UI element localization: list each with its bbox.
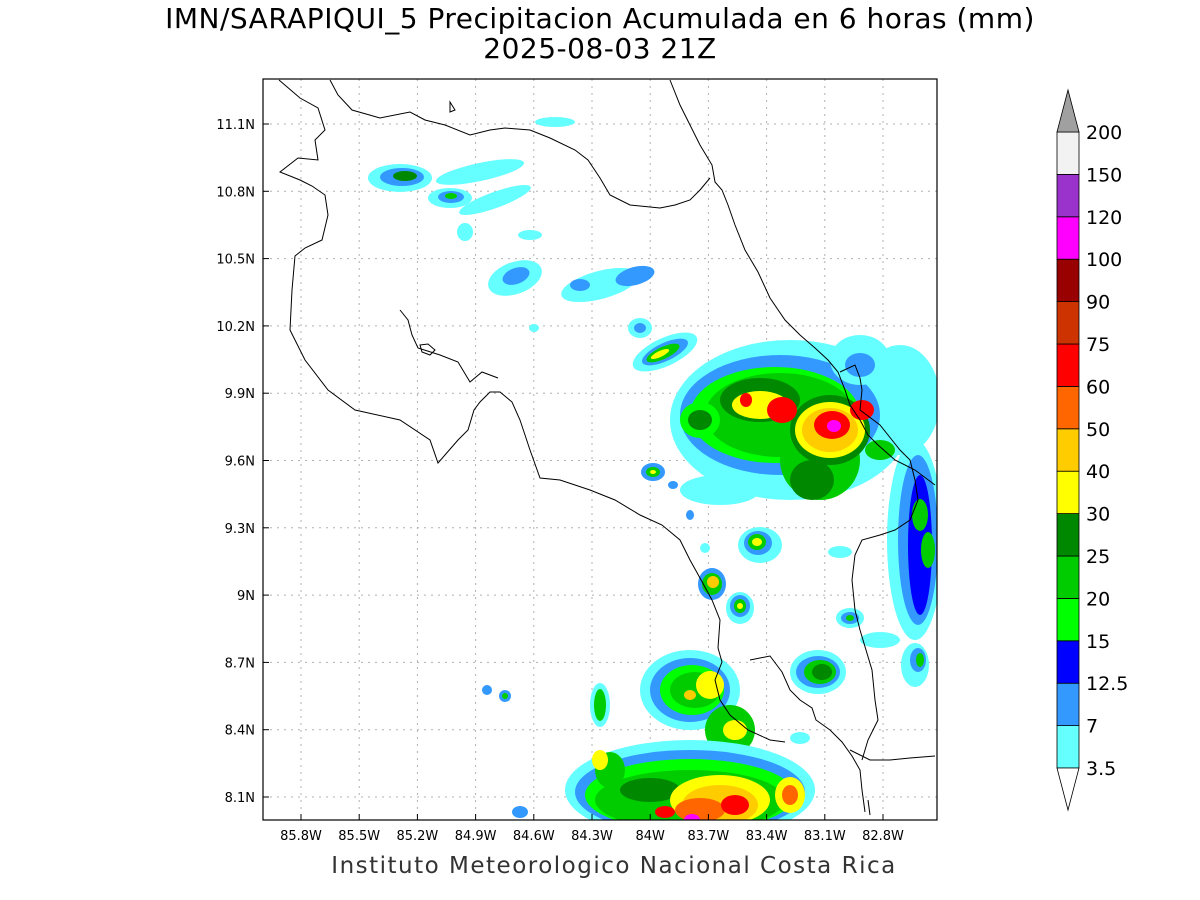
lat-tick-label: 9N bbox=[237, 589, 255, 604]
lat-tick-label: 10.5N bbox=[216, 253, 255, 268]
lon-tick-label: 85.5W bbox=[338, 829, 380, 844]
colorbar-label: 30 bbox=[1086, 504, 1110, 526]
lat-tick-label: 10.2N bbox=[216, 320, 255, 335]
colorbar-label: 50 bbox=[1086, 419, 1110, 441]
colorbar: 3.5 7 12.5 15 20 25 30 40 50 60 75 90 100 120 150 200 bbox=[1056, 88, 1128, 812]
lon-tick-label: 84W bbox=[635, 829, 665, 844]
colorbar-label: 15 bbox=[1086, 631, 1110, 653]
lat-tick-label: 8.1N bbox=[225, 791, 255, 806]
colorbar-label: 120 bbox=[1086, 207, 1122, 229]
golfo-dulce-coast bbox=[749, 655, 866, 813]
colorbar-segment bbox=[1056, 385, 1080, 430]
colorbar-segment bbox=[1056, 428, 1080, 472]
plot-frame bbox=[262, 78, 938, 821]
colorbar-label: 200 bbox=[1086, 122, 1122, 144]
rain-cell-east bbox=[828, 440, 937, 687]
colorbar-segment bbox=[1056, 258, 1080, 303]
nicoya-gulf-coast bbox=[399, 309, 499, 383]
lon-tick-label: 85.2W bbox=[396, 829, 438, 844]
lat-tick-label: 11.1N bbox=[216, 118, 255, 133]
colorbar-under-arrow bbox=[1056, 767, 1080, 812]
colorbar-label: 150 bbox=[1086, 164, 1122, 186]
lon-tick-label: 82.8W bbox=[862, 829, 904, 844]
colorbar-segment bbox=[1056, 725, 1080, 769]
osa-coast bbox=[714, 647, 786, 743]
colorbar-label: 7 bbox=[1086, 716, 1098, 738]
chiriqui-coast bbox=[849, 749, 936, 761]
lat-tick-label: 8.7N bbox=[225, 656, 255, 671]
panama-border-south bbox=[859, 629, 879, 761]
gulf-island bbox=[419, 343, 436, 356]
colorbar-segment bbox=[1056, 513, 1080, 557]
colorbar-label: 60 bbox=[1086, 376, 1110, 398]
latitude-ticks: 11.1N 10.8N 10.5N 10.2N 9.9N 9.6N 9.3N 9N 8.7N 8.… bbox=[216, 118, 269, 806]
caribbean-coastline bbox=[669, 79, 936, 486]
colorbar-segment bbox=[1056, 682, 1080, 727]
colorbar-label: 20 bbox=[1086, 588, 1110, 610]
burica-coast bbox=[867, 799, 871, 816]
colorbar-segment bbox=[1056, 131, 1080, 175]
rain-cell-south bbox=[565, 650, 815, 820]
coastlines-borders bbox=[278, 79, 936, 816]
colorbar-label: 3.5 bbox=[1086, 758, 1116, 780]
rain-cell-northwest bbox=[368, 117, 698, 372]
lat-tick-label: 9.6N bbox=[225, 455, 255, 470]
lon-tick-label: 85.8W bbox=[280, 829, 322, 844]
map-datetime: 2025-08-03 21Z bbox=[483, 32, 717, 65]
rain-cell-caribbean bbox=[670, 335, 937, 505]
colorbar-label: 90 bbox=[1086, 292, 1110, 314]
colorbar-over-arrow bbox=[1056, 88, 1080, 133]
map-title: IMN/SARAPIQUI_5 Precipitacion Acumulada … bbox=[165, 2, 1035, 35]
lon-tick-label: 84.3W bbox=[571, 829, 613, 844]
lat-tick-label: 10.8N bbox=[216, 185, 255, 200]
nicaragua-border bbox=[329, 79, 711, 209]
lat-tick-label: 8.4N bbox=[225, 724, 255, 739]
colorbar-label: 25 bbox=[1086, 546, 1110, 568]
colorbar-segment bbox=[1056, 216, 1080, 260]
lon-tick-label: 84.9W bbox=[455, 829, 497, 844]
lat-tick-label: 9.3N bbox=[225, 522, 255, 537]
colorbar-label: 75 bbox=[1086, 334, 1110, 356]
colorbar-segment bbox=[1056, 640, 1080, 684]
pacific-coastline bbox=[278, 79, 721, 649]
lon-tick-label: 83.1W bbox=[804, 829, 846, 844]
lake-island bbox=[449, 100, 456, 113]
rain-cell-central bbox=[482, 463, 846, 818]
lon-tick-label: 83.4W bbox=[746, 829, 788, 844]
map-footer: Instituto Meteorologico Nacional Costa R… bbox=[331, 853, 897, 879]
colorbar-segment bbox=[1056, 301, 1080, 345]
colorbar-label: 12.5 bbox=[1086, 673, 1128, 695]
colorbar-segment bbox=[1056, 555, 1080, 599]
colorbar-label: 40 bbox=[1086, 461, 1110, 483]
colorbar-segment bbox=[1056, 343, 1080, 387]
lat-tick-label: 9.9N bbox=[225, 387, 255, 402]
longitude-ticks: 85.8W 85.5W 85.2W 84.9W 84.6W 84.3W 84W 83.7W 83… bbox=[280, 814, 904, 844]
lon-tick-label: 83.7W bbox=[687, 829, 729, 844]
colorbar-segment bbox=[1056, 470, 1080, 515]
colorbar-segment bbox=[1056, 598, 1080, 642]
colorbar-label: 100 bbox=[1086, 249, 1122, 271]
precipitation-field bbox=[368, 117, 937, 820]
panama-border-east bbox=[839, 364, 919, 631]
lon-tick-label: 84.6W bbox=[513, 829, 555, 844]
colorbar-segment bbox=[1056, 173, 1080, 218]
